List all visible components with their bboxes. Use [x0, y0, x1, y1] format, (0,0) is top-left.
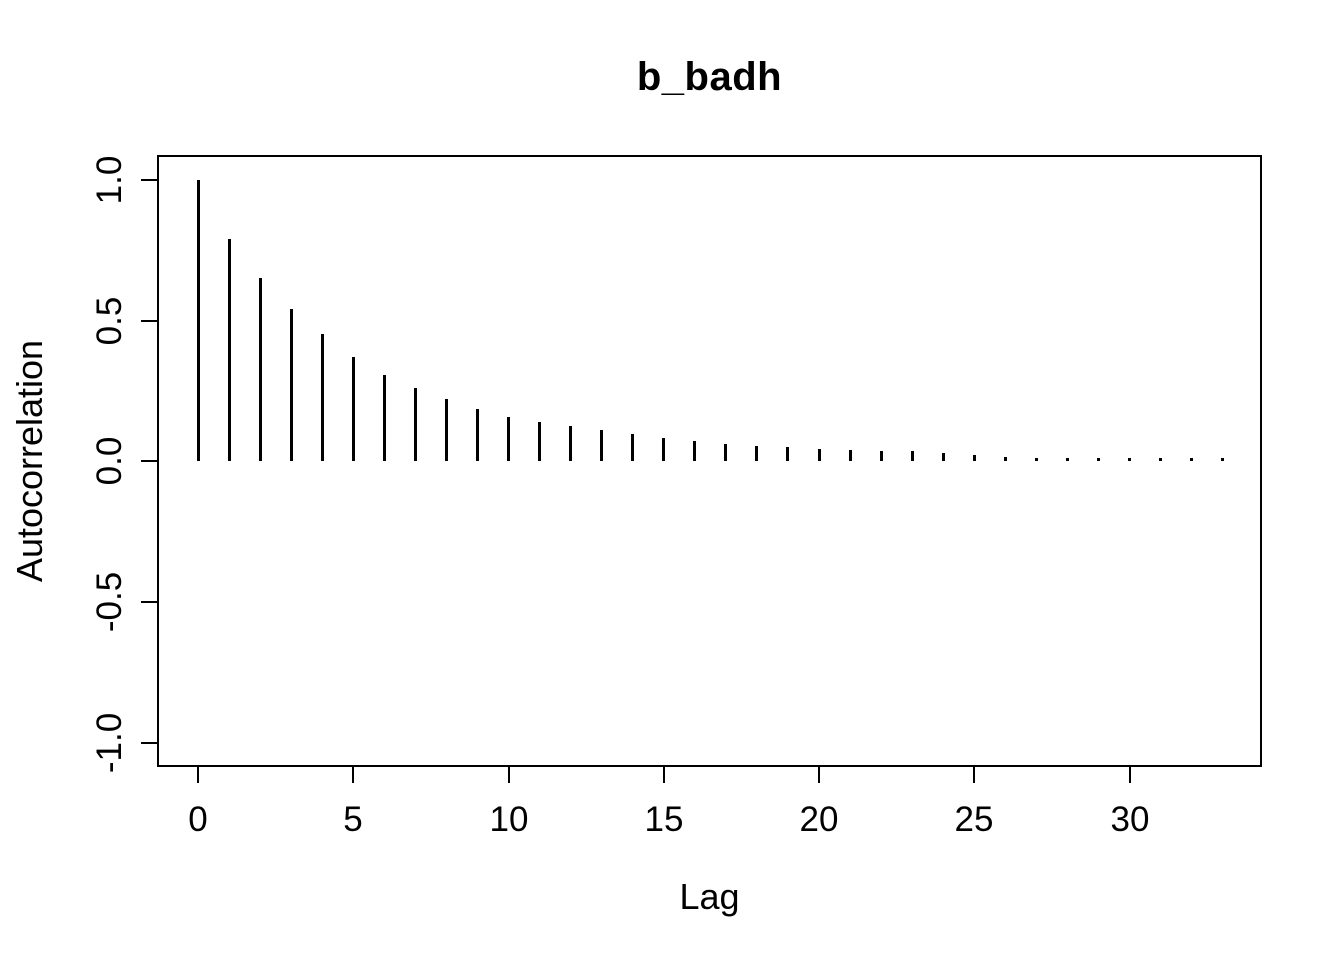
x-tick-20 [818, 767, 820, 783]
y-tick-label--0.5: -0.5 [90, 571, 129, 633]
y-tick-label-0.0: 0.0 [90, 436, 129, 486]
acf-bar-lag-19 [786, 447, 789, 461]
plot-frame [157, 155, 1262, 767]
y-tick-label--1.0: -1.0 [90, 712, 129, 774]
acf-bar-lag-14 [631, 434, 634, 461]
acf-bar-lag-3 [290, 309, 293, 461]
y-tick-0.0 [141, 460, 157, 462]
y-tick-label-1.0: 1.0 [90, 155, 129, 205]
x-tick-label-30: 30 [1110, 800, 1150, 839]
x-tick-25 [973, 767, 975, 783]
acf-bar-lag-6 [383, 375, 386, 461]
x-tick-30 [1129, 767, 1131, 783]
acf-bar-lag-15 [662, 438, 665, 461]
acf-bar-lag-18 [755, 446, 758, 461]
acf-bar-lag-11 [538, 422, 541, 461]
acf-bar-lag-33 [1221, 458, 1224, 461]
acf-bar-lag-27 [1035, 458, 1038, 461]
acf-bar-lag-10 [507, 417, 510, 461]
acf-bar-lag-1 [228, 239, 231, 461]
acf-bar-lag-13 [600, 430, 603, 461]
y-axis-title-text: Autocorrelation [9, 339, 50, 583]
acf-bar-lag-4 [321, 334, 324, 461]
acf-bar-lag-7 [414, 388, 417, 461]
acf-bar-lag-9 [476, 409, 479, 461]
acf-bar-lag-31 [1159, 458, 1162, 461]
acf-bar-lag-28 [1066, 458, 1069, 461]
acf-bar-lag-30 [1128, 458, 1131, 461]
acf-bar-lag-0 [197, 180, 200, 461]
acf-bar-lag-32 [1190, 458, 1193, 461]
chart-title: b_badh [636, 55, 783, 99]
x-axis-title: Lag [679, 876, 740, 917]
x-tick-label-20: 20 [799, 800, 839, 839]
y-tick-1.0 [141, 179, 157, 181]
x-tick-0 [197, 767, 199, 783]
acf-bar-lag-8 [445, 399, 448, 461]
y-tick--0.5 [141, 601, 157, 603]
acf-bar-lag-22 [880, 451, 883, 461]
acf-bar-lag-26 [1004, 457, 1007, 461]
acf-bar-lag-21 [849, 450, 852, 461]
x-tick-label-25: 25 [954, 800, 994, 839]
x-tick-label-5: 5 [343, 800, 363, 839]
y-tick-label-0.5: 0.5 [90, 296, 129, 346]
y-tick-0.5 [141, 320, 157, 322]
acf-bar-lag-17 [724, 444, 727, 461]
acf-bar-lag-24 [942, 453, 945, 461]
x-tick-label-10: 10 [489, 800, 529, 839]
acf-bar-lag-5 [352, 357, 355, 461]
acf-bar-lag-23 [911, 451, 914, 461]
acf-bar-lag-2 [259, 278, 262, 461]
acf-bar-lag-29 [1097, 458, 1100, 461]
acf-bar-lag-16 [693, 441, 696, 461]
x-tick-label-0: 0 [188, 800, 208, 839]
x-tick-10 [508, 767, 510, 783]
x-tick-5 [352, 767, 354, 783]
y-tick--1.0 [141, 742, 157, 744]
acf-bar-lag-20 [818, 449, 821, 461]
acf-bar-lag-25 [973, 455, 976, 461]
acf-bar-lag-12 [569, 426, 572, 461]
x-tick-label-15: 15 [644, 800, 684, 839]
x-tick-15 [663, 767, 665, 783]
